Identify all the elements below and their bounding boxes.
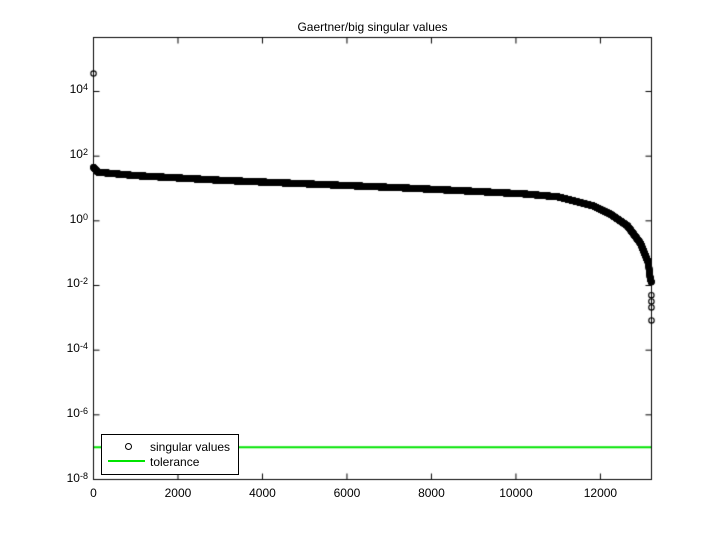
x-tick-label: 8000: [418, 486, 445, 500]
line-marker-icon: [108, 460, 145, 462]
x-tick-label: 12000: [583, 486, 618, 500]
y-tick-label: 10-8: [66, 470, 88, 485]
x-tick-label: 0: [90, 486, 97, 500]
legend-entry-singular-values: singular values: [102, 439, 238, 454]
y-tick-label: 100: [69, 211, 88, 226]
x-tick-label: 6000: [333, 486, 361, 500]
x-tick-label: 2000: [164, 486, 192, 500]
y-tick-label: 10-4: [66, 341, 88, 356]
legend-label-tolerance: tolerance: [150, 455, 200, 469]
legend-label-singular-values: singular values: [150, 440, 231, 454]
legend: singular values tolerance: [101, 434, 239, 475]
open-circle-marker-icon: [125, 443, 132, 450]
y-tick-label: 10-2: [66, 276, 88, 291]
y-tick-label: 102: [69, 147, 88, 162]
y-tick-label: 104: [69, 82, 88, 97]
x-tick-label: 4000: [249, 486, 276, 500]
legend-entry-tolerance: tolerance: [102, 454, 238, 469]
x-tick-label: 10000: [499, 486, 533, 500]
y-tick-label: 10-6: [66, 405, 88, 420]
